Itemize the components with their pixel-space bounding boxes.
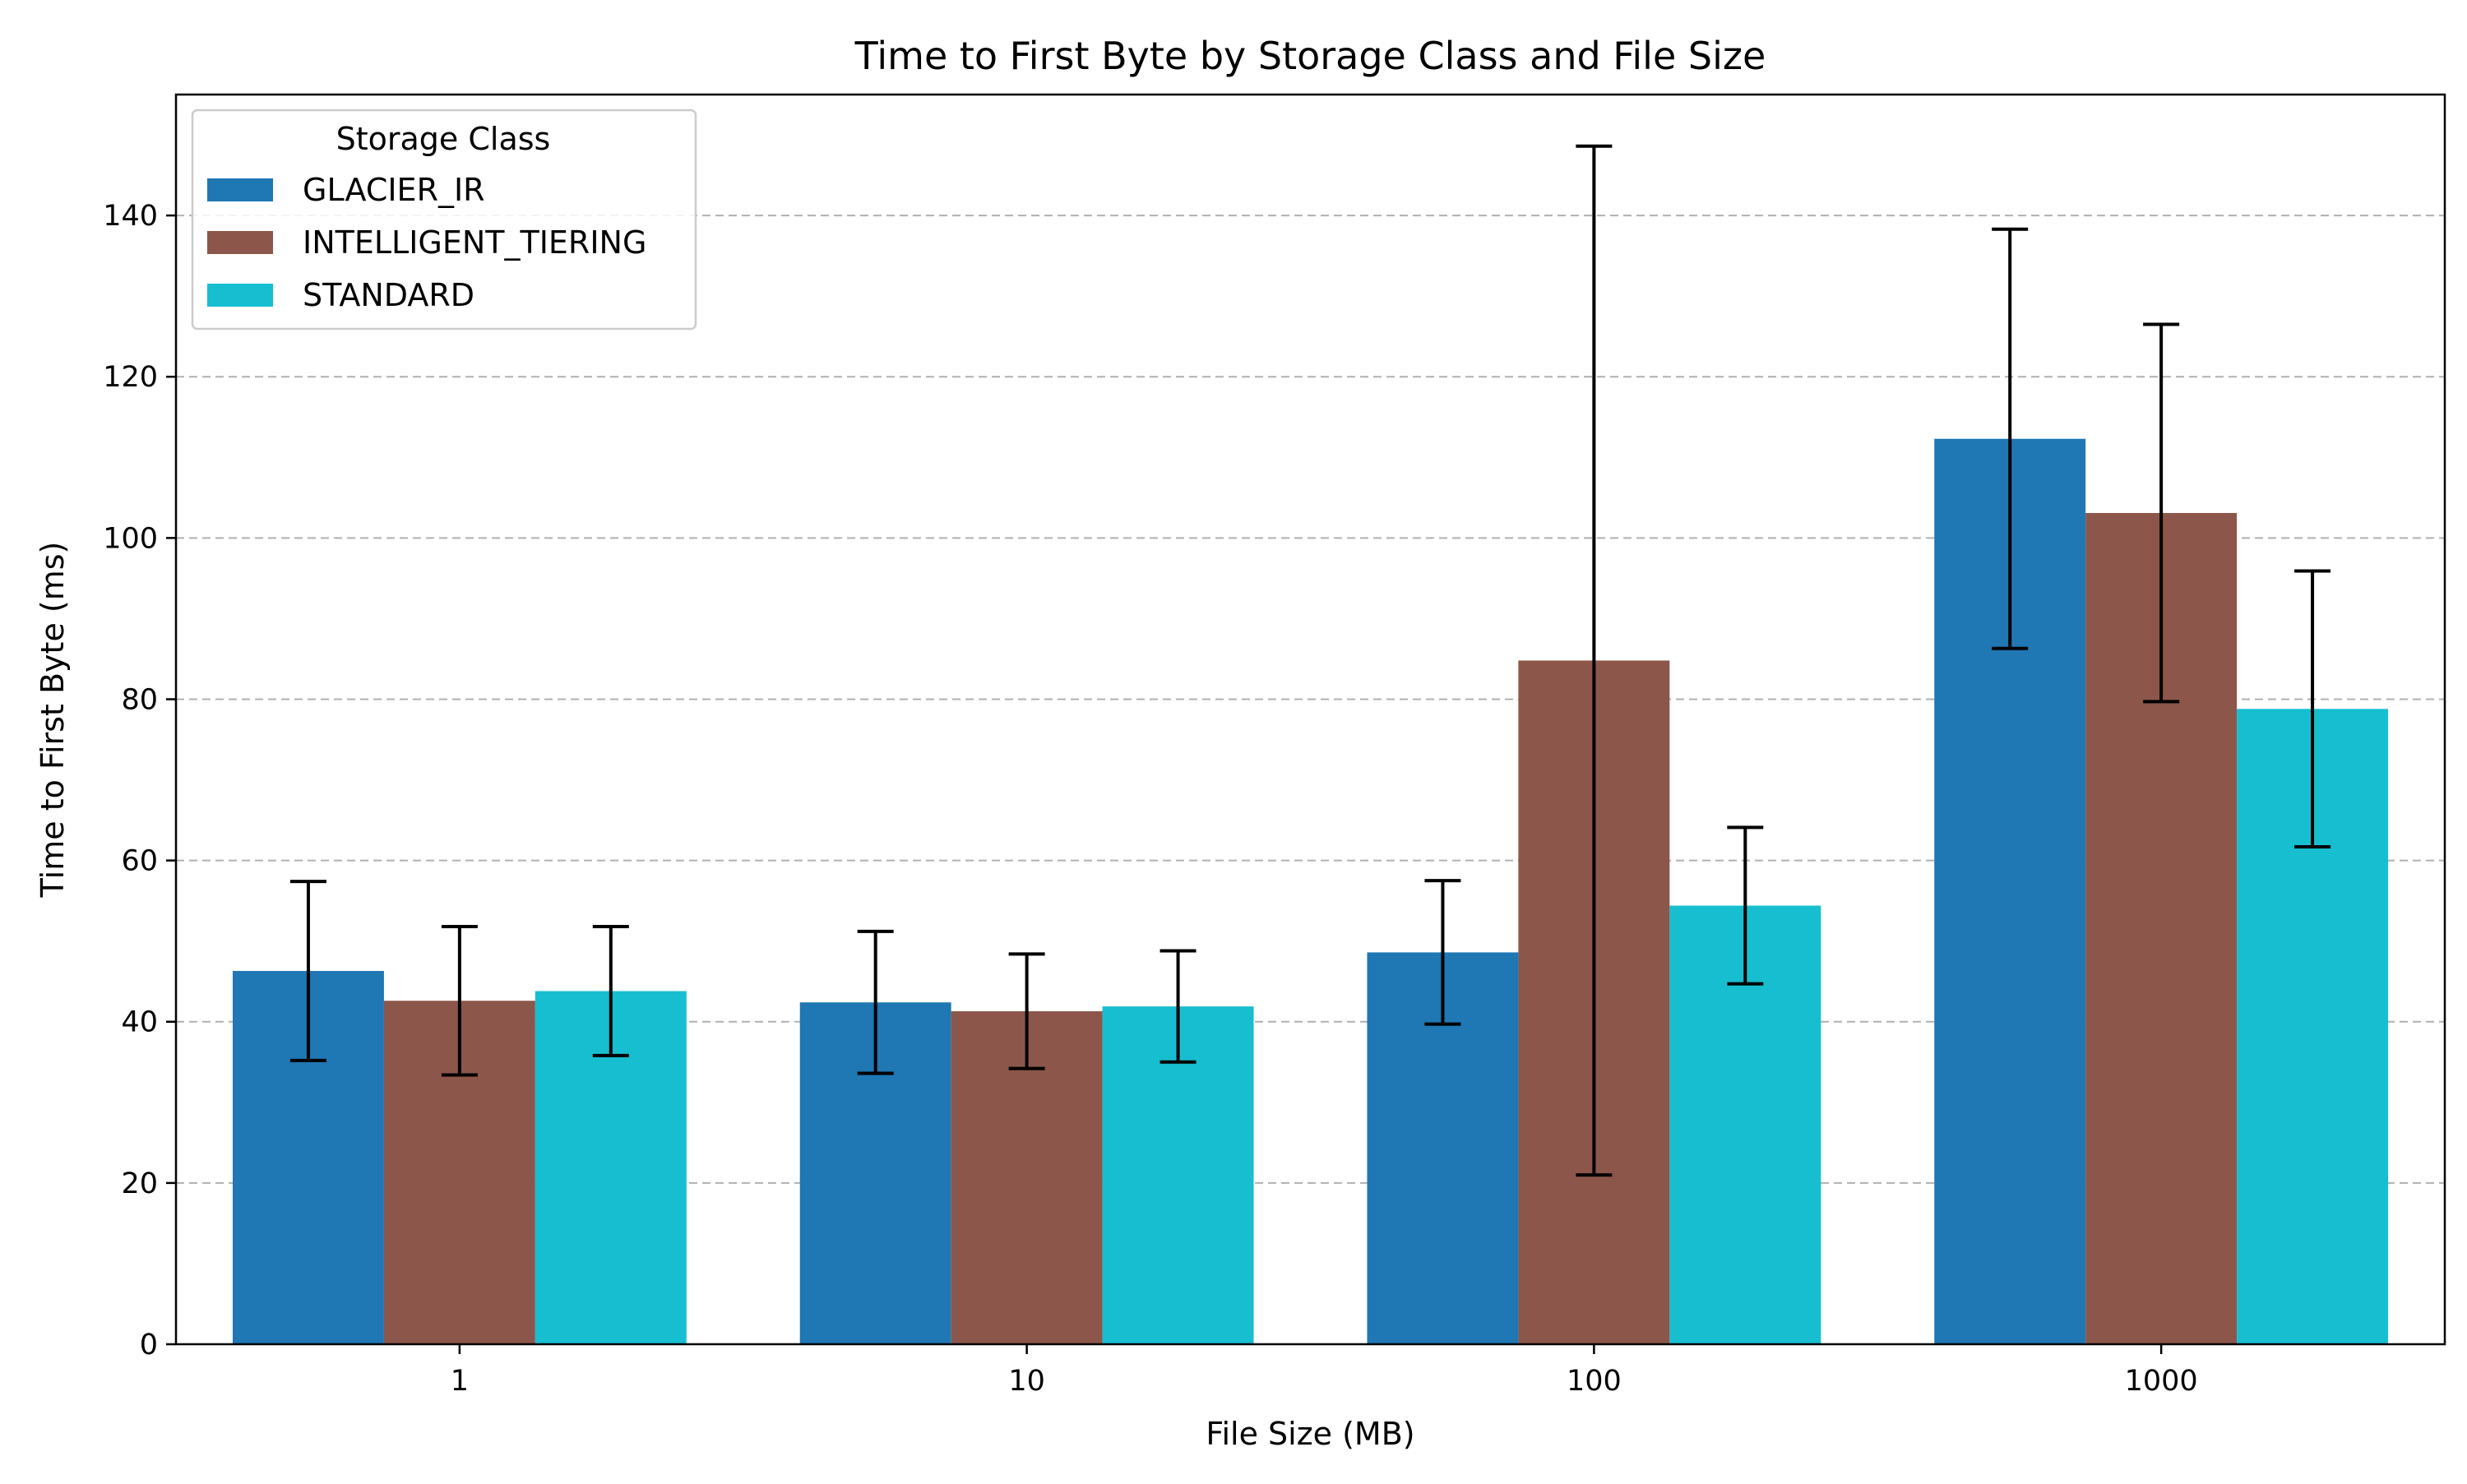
legend-box (191, 109, 697, 331)
legend-label: STANDARD (303, 277, 474, 313)
y-tick-label: 60 (121, 845, 158, 878)
y-tick-label: 120 (103, 361, 158, 394)
legend-label: INTELLIGENT_TIERING (303, 224, 646, 261)
y-tick-label: 20 (121, 1167, 158, 1200)
legend: Storage Class GLACIER_IR INTELLIGENT_TIER… (191, 109, 697, 331)
y-tick-label: 140 (103, 200, 158, 233)
axes: 0 20 40 60 80 100 120 140 1 10 100 1000 (103, 200, 2197, 1398)
grid-lines (176, 215, 2445, 1184)
y-tick-label: 100 (103, 522, 158, 555)
x-tick-label: 10 (1008, 1365, 1045, 1398)
chart-title: Time to First Byte by Storage Class and … (854, 34, 1766, 78)
legend-swatch (207, 231, 273, 254)
y-tick-label: 80 (121, 683, 158, 716)
error-bars (289, 144, 2331, 1177)
legend-label: GLACIER_IR (303, 172, 485, 208)
x-tick-label: 1000 (2125, 1365, 2198, 1398)
y-tick-label: 40 (121, 1006, 158, 1039)
legend-title: Storage Class (336, 121, 551, 157)
legend-swatch (207, 178, 273, 201)
x-tick-label: 100 (1567, 1365, 1622, 1398)
x-tick-label: 1 (451, 1365, 469, 1398)
y-tick-label: 0 (140, 1329, 158, 1361)
plot-area-frame (174, 93, 2446, 1346)
y-axis-label: Time to First Byte (ms) (35, 542, 71, 899)
x-axis-label: File Size (MB) (1206, 1416, 1414, 1452)
legend-swatch (207, 284, 273, 307)
